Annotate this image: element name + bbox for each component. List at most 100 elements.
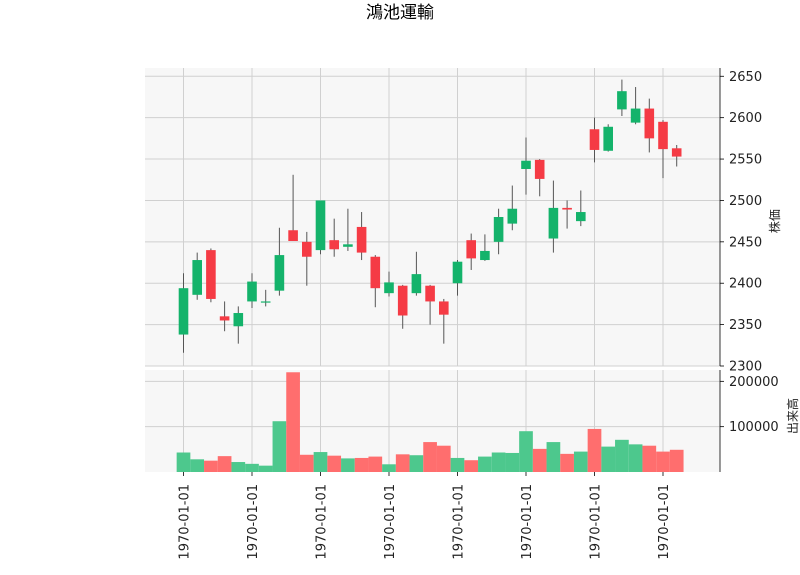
price-tick-label: 2550 <box>729 153 762 168</box>
price-tick-label: 2500 <box>729 194 762 209</box>
volume-bar <box>478 456 492 472</box>
volume-bar <box>642 445 657 472</box>
candle-body <box>671 148 682 157</box>
candle <box>521 137 531 195</box>
volume-bar <box>313 452 328 472</box>
candle <box>452 260 463 296</box>
candle <box>630 87 641 125</box>
volume-bar <box>573 451 588 472</box>
x-tick-label: 1970-01-01 <box>520 484 535 560</box>
candle <box>274 227 285 296</box>
candle <box>548 180 559 253</box>
volume-bar <box>299 454 314 472</box>
price-axis-label: 株価 <box>767 209 782 233</box>
volume-bar <box>669 449 684 472</box>
candle <box>260 289 271 307</box>
price-panel: 2300 2350 2400 2450 2500 2550 2600 2650 <box>145 68 762 375</box>
candle <box>425 284 435 325</box>
candle <box>329 218 339 257</box>
candle-body <box>466 240 476 259</box>
volume-bar <box>505 452 520 472</box>
candle-body <box>589 129 600 150</box>
volume-bar <box>532 448 547 472</box>
candle <box>219 301 230 332</box>
volume-bar <box>628 444 643 472</box>
volume-bar <box>560 453 574 472</box>
candle-body <box>617 91 627 110</box>
volume-bar <box>341 458 355 472</box>
candle-body <box>219 316 230 321</box>
candle-body <box>603 126 613 151</box>
candle-body <box>425 285 435 302</box>
volume-tick-label: 200000 <box>729 375 779 390</box>
volume-bar <box>327 455 342 472</box>
candle <box>617 79 627 117</box>
candle-body <box>439 301 449 315</box>
candle <box>343 208 353 251</box>
volume-axis-label: 出来高 <box>785 398 800 434</box>
volume-bar <box>258 465 273 472</box>
volume-bar <box>204 460 218 472</box>
candle <box>439 298 449 344</box>
volume-bar <box>245 463 259 472</box>
price-tick-label: 2400 <box>729 277 762 292</box>
candle-body <box>548 207 559 239</box>
candle-body <box>644 108 655 139</box>
candle <box>562 200 572 229</box>
candle-body <box>397 285 408 316</box>
volume-bar <box>450 457 465 472</box>
candle-body <box>521 160 531 169</box>
candle-body <box>206 250 216 299</box>
candle-body <box>260 301 271 303</box>
volume-bar <box>519 431 533 472</box>
price-tick-label: 2300 <box>729 360 762 375</box>
volume-bar <box>217 456 232 472</box>
volume-bar <box>656 451 670 472</box>
candle <box>589 117 600 163</box>
candle-body <box>233 313 244 327</box>
volume-bar <box>272 421 287 472</box>
volume-bar <box>354 457 369 472</box>
candle <box>356 212 367 261</box>
candle-body <box>343 244 353 247</box>
volume-bar <box>382 464 396 472</box>
candle-body <box>480 250 490 261</box>
volume-bar <box>409 455 424 472</box>
volume-bar <box>286 372 300 472</box>
volume-panel: 100000 200000 <box>145 370 779 472</box>
candle-body <box>274 255 285 291</box>
candle <box>233 306 244 344</box>
candle-body <box>192 260 202 295</box>
candle-body <box>329 240 339 250</box>
candle-body <box>493 217 504 242</box>
candle <box>206 248 216 303</box>
volume-bar <box>190 459 205 472</box>
volume-bar <box>601 446 616 472</box>
candle <box>411 251 422 296</box>
x-tick-label: 1970-01-01 <box>452 484 467 560</box>
price-tick-label: 2450 <box>729 235 762 250</box>
candle-body <box>452 261 463 284</box>
x-tick-label: 1970-01-01 <box>589 484 604 560</box>
candle-body <box>315 200 326 251</box>
x-tick-label: 1970-01-01 <box>383 484 398 560</box>
candle <box>178 273 189 353</box>
volume-bar <box>491 452 506 472</box>
candle-body <box>178 288 189 335</box>
chart-title: 鴻池運輸 <box>366 3 434 23</box>
candle <box>658 120 668 179</box>
candle <box>671 144 682 167</box>
candle-body <box>288 230 298 242</box>
volume-tick-label: 100000 <box>729 420 779 435</box>
x-axis: 1970-01-01 1970-01-01 1970-01-01 1970-01-01… <box>178 472 672 560</box>
candle <box>384 271 394 297</box>
price-tick-label: 2650 <box>729 70 762 85</box>
candle <box>603 124 613 152</box>
x-tick-label: 1970-01-01 <box>246 484 261 560</box>
candle-body <box>507 208 518 224</box>
candle-body <box>356 226 367 253</box>
candle <box>534 159 545 197</box>
candle <box>466 233 476 270</box>
x-tick-label: 1970-01-01 <box>657 484 672 560</box>
